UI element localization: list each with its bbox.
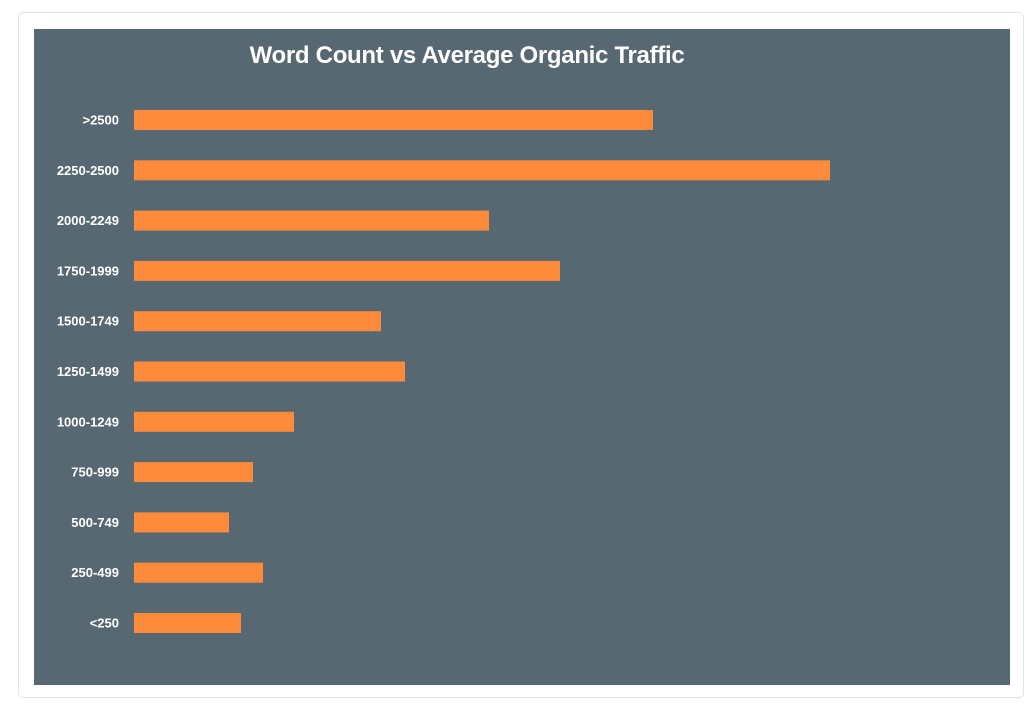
bar-10 (134, 613, 241, 633)
category-labels: >2500 2250-2500 2000-2249 1750-1999 1500-174… (57, 113, 119, 631)
bar-6 (134, 411, 294, 432)
bar-2 (134, 210, 489, 231)
category-label-4: 1500-1749 (57, 314, 119, 329)
category-label-2: 2000-2249 (57, 213, 119, 228)
bar-9 (134, 562, 263, 583)
chart-title: Word Count vs Average Organic Traffic (249, 42, 685, 69)
bar-8 (134, 512, 229, 533)
category-label-5: 1250-1499 (57, 364, 119, 379)
category-label-0: >2500 (82, 113, 119, 128)
category-label-8: 500-749 (71, 515, 119, 530)
category-label-6: 1000-1249 (57, 414, 119, 429)
bar-1 (134, 160, 830, 181)
category-label-1: 2250-2500 (57, 163, 119, 178)
bars-layer (134, 110, 830, 633)
category-label-10: <250 (90, 616, 119, 631)
category-label-7: 750-999 (71, 465, 119, 480)
bar-5 (134, 361, 405, 382)
bar-3 (134, 260, 560, 281)
bar-4 (134, 311, 381, 332)
category-label-9: 250-499 (71, 565, 119, 580)
category-label-3: 1750-1999 (57, 263, 119, 278)
bar-0 (134, 110, 653, 130)
bar-7 (134, 462, 253, 483)
